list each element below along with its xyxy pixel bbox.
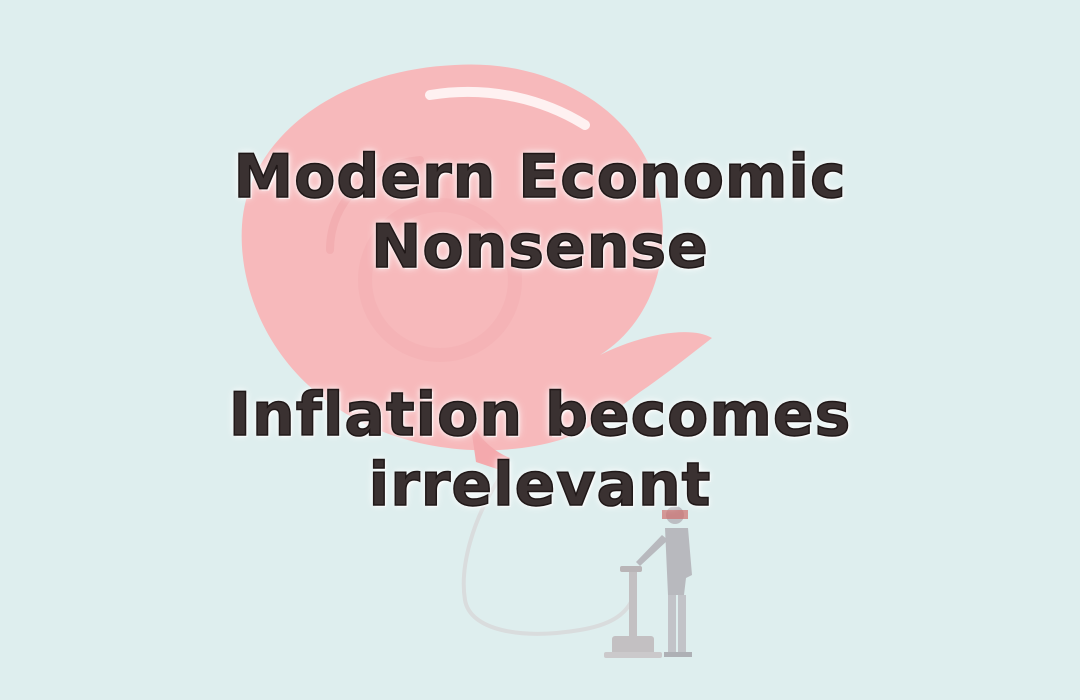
- balloon-icon: [241, 64, 713, 470]
- hand-pump-icon: [604, 566, 662, 658]
- person-icon: [636, 506, 692, 657]
- pump-hose: [461, 468, 634, 636]
